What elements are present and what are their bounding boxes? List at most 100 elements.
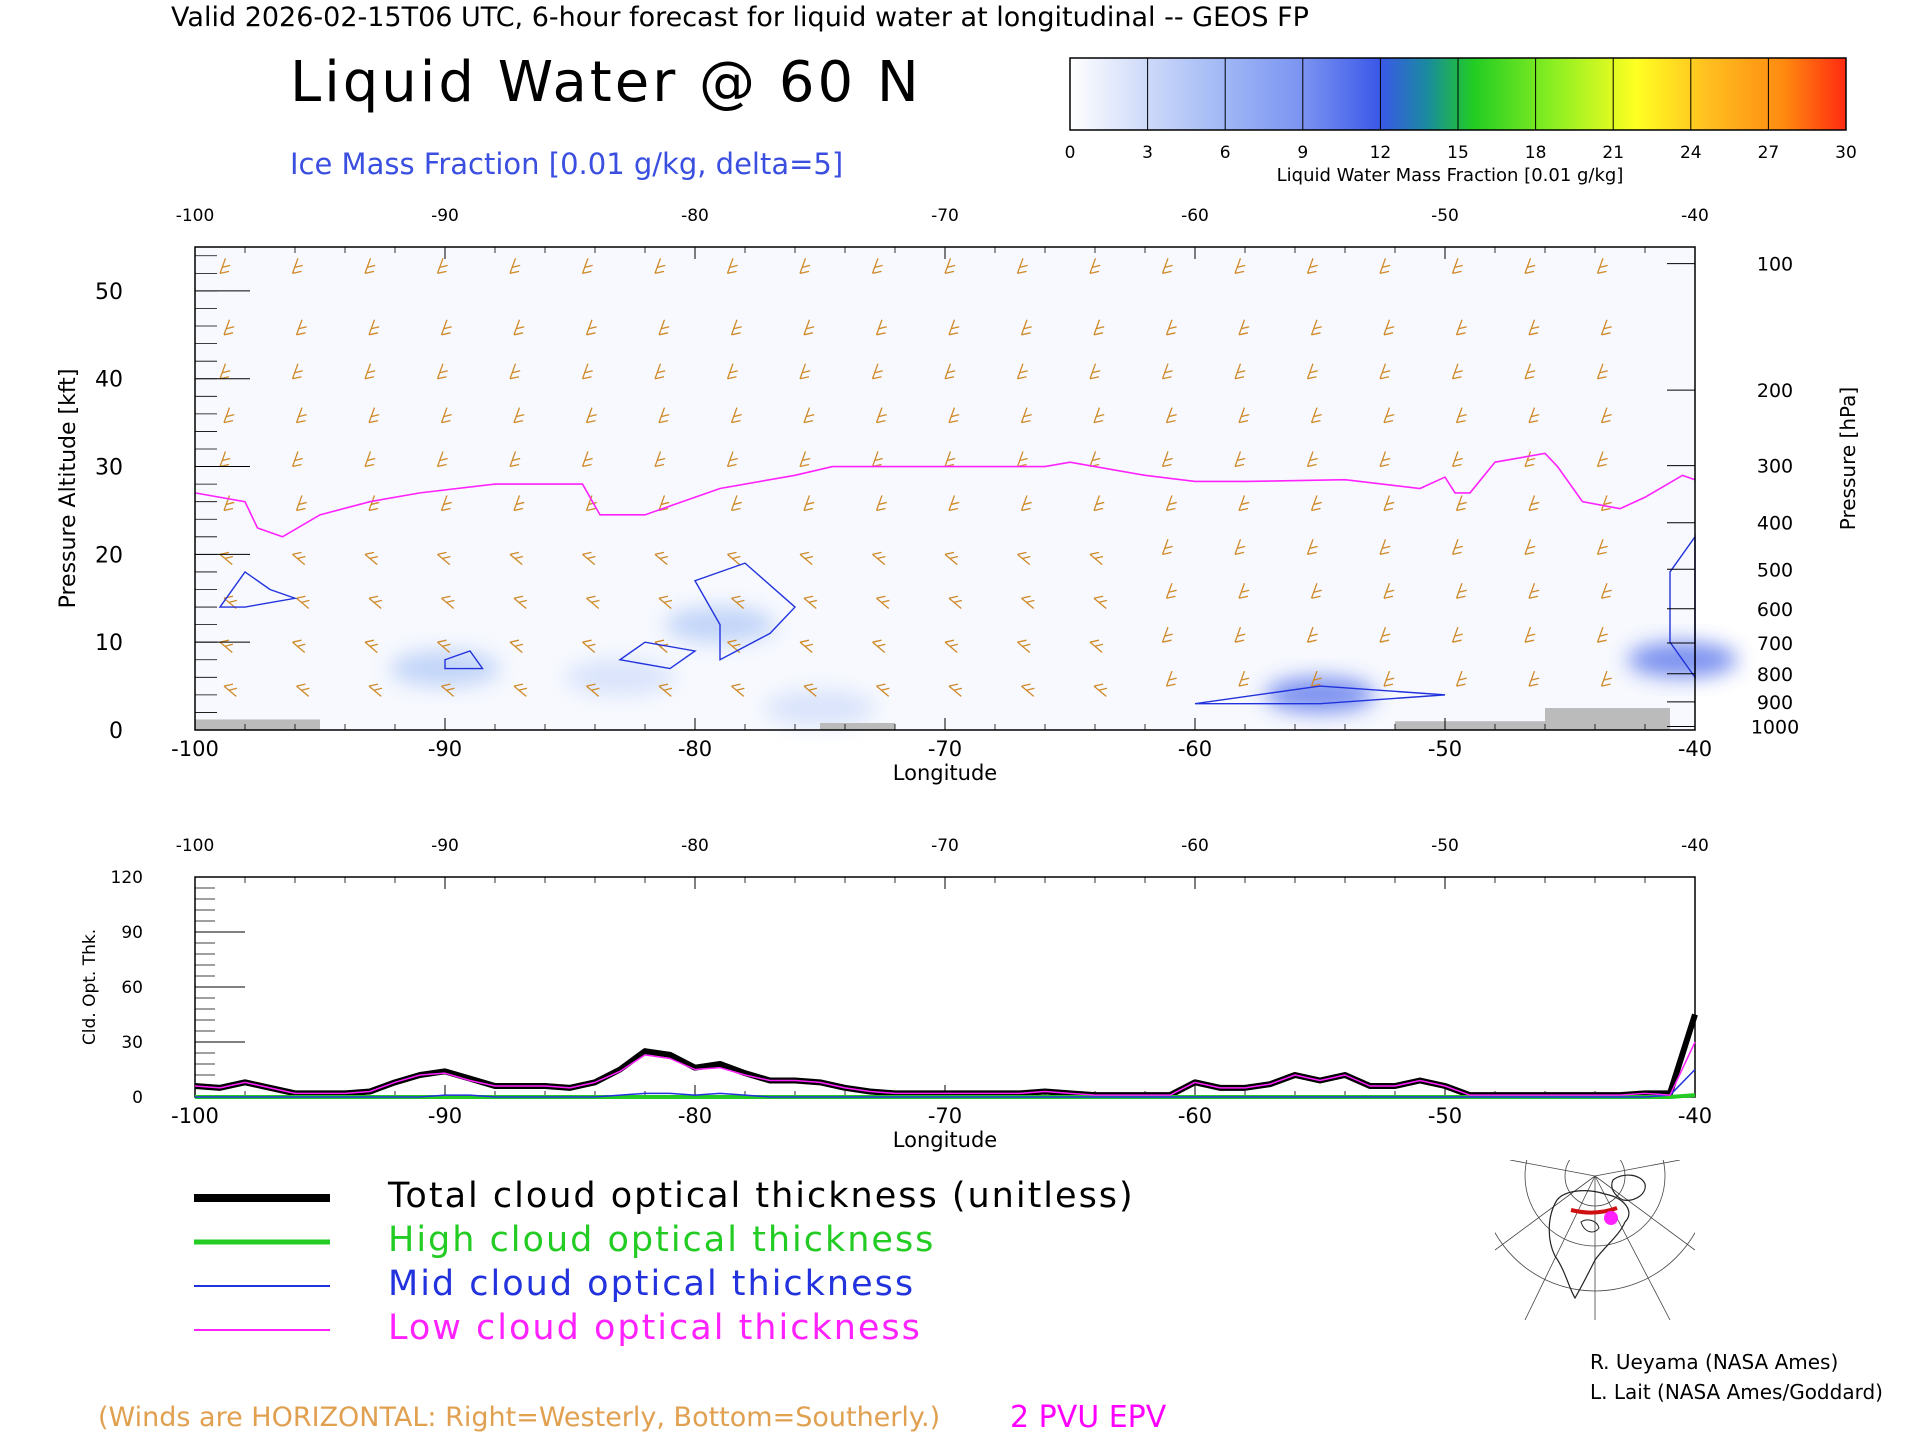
y-tick-label: 120: [111, 868, 143, 888]
wind-barb-icon: [803, 683, 818, 697]
legend-label-low: Low cloud optical thickness: [388, 1308, 922, 1348]
wind-barb-icon: [871, 258, 883, 274]
x-tick-label: -100: [171, 1104, 219, 1128]
x-tick-label-top: -90: [431, 836, 459, 856]
wind-barb-icon: [1238, 319, 1250, 336]
legend-label-mid: Mid cloud optical thickness: [388, 1264, 916, 1304]
wind-barb-icon: [944, 258, 956, 274]
wind-barb-icon: [513, 683, 528, 697]
wind-barb-icon: [1600, 319, 1612, 336]
colorbar-tick-label: 6: [1220, 143, 1231, 163]
wind-barb-icon: [1234, 539, 1246, 555]
wind-barb-icon: [658, 407, 670, 424]
y-tick-label: 30: [121, 1033, 143, 1053]
wind-barb-icon: [1528, 495, 1540, 512]
wind-barb-icon: [291, 258, 303, 274]
wind-barb-icon: [441, 595, 455, 610]
wind-barb-icon: [1596, 363, 1608, 380]
wind-barb-icon: [295, 495, 307, 512]
wind-barb-icon: [440, 319, 452, 336]
wind-barb-icon: [1017, 551, 1031, 566]
wind-barb-icon: [944, 639, 959, 653]
page-title: Liquid Water @ 60 N: [290, 50, 922, 115]
forecast-valid-title: Valid 2026-02-15T06 UTC, 6-hour forecast…: [171, 2, 1309, 33]
x-tick-label-top: -80: [681, 836, 709, 856]
wind-barb-icon: [1093, 495, 1105, 512]
pressure-tick-label: 500: [1757, 559, 1793, 581]
location-dot-icon: [1604, 1211, 1618, 1225]
wind-barb-icon: [1089, 639, 1104, 653]
terrain-block: [1395, 721, 1545, 730]
wind-barb-icon: [1161, 626, 1173, 643]
wind-barb-icon: [1379, 626, 1391, 643]
wind-barb-icon: [581, 363, 593, 380]
wind-barb-icon: [291, 363, 303, 380]
epv-2pvu-line: [194, 452, 1696, 538]
x-tick-label: -60: [1178, 1104, 1212, 1128]
wind-barb-icon: [292, 551, 306, 566]
credit-line-1: R. Ueyama (NASA Ames): [1590, 1350, 1839, 1374]
wind-barb-icon: [1600, 670, 1612, 687]
colorbar-tick-label: 15: [1447, 143, 1469, 163]
wind-barb-icon: [223, 495, 235, 512]
wind-barb-icon: [295, 319, 307, 336]
wind-barb-icon: [1089, 551, 1104, 566]
wind-barb-icon: [296, 595, 310, 610]
wind-barb-icon: [1017, 639, 1031, 653]
wind-barb-icon: [658, 595, 673, 610]
x-tick-label-top: -40: [1681, 836, 1709, 856]
wind-barb-icon: [799, 258, 811, 274]
wind-barb-icon: [1093, 319, 1105, 336]
wind-barb-icon: [509, 639, 524, 653]
wind-barb-icon: [872, 639, 886, 653]
wind-barb-icon: [1596, 539, 1608, 555]
wind-barb-icon: [1451, 451, 1463, 468]
wind-barb-icon: [1234, 626, 1246, 643]
wind-barb-icon: [509, 451, 521, 468]
wind-barb-icon: [1310, 407, 1322, 424]
winds-note: (Winds are HORIZONTAL: Right=Westerly, B…: [98, 1402, 941, 1433]
x-axis-label: Longitude: [893, 761, 997, 785]
series-low-line: [194, 1041, 1696, 1096]
x-tick-label-top: -100: [176, 206, 215, 226]
x-tick-label-top: -70: [931, 836, 959, 856]
wind-barb-icon: [803, 495, 815, 512]
wind-barb-icon: [726, 363, 738, 380]
wind-barb-icon: [1238, 583, 1250, 599]
wind-barb-icon: [730, 495, 742, 512]
x-tick-label-top: -60: [1181, 206, 1209, 226]
wind-barb-icon: [1596, 626, 1608, 643]
y-axis-label: Cld. Opt. Thk.: [80, 929, 100, 1045]
wind-barb-icon: [437, 551, 451, 566]
wind-barb-icon: [1089, 258, 1101, 274]
wind-barb-icon: [1455, 319, 1467, 336]
x-tick-label-top: -80: [681, 206, 709, 226]
colorbar-tick-label: 0: [1065, 143, 1076, 163]
ice-contour: [618, 641, 697, 670]
wind-barb-icon: [1524, 258, 1536, 274]
wind-barb-icon: [437, 639, 451, 653]
terrain-block: [820, 722, 895, 730]
wind-barb-icon: [1306, 451, 1318, 468]
wind-barb-icon: [1020, 319, 1032, 336]
wind-barb-icon: [296, 683, 310, 697]
wind-barb-icon: [291, 451, 303, 468]
wind-barb-icon: [1455, 495, 1467, 512]
x-axis-label: Longitude: [893, 1128, 997, 1152]
wind-barb-icon: [1383, 583, 1395, 599]
x-tick-label: -90: [428, 1104, 462, 1128]
x-tick-label: -40: [1678, 1104, 1712, 1128]
colorbar-tick-label: 27: [1758, 143, 1780, 163]
wind-barb-icon: [1238, 670, 1250, 687]
legend-label-high: High cloud optical thickness: [388, 1220, 936, 1260]
wind-barb-icon: [799, 363, 811, 380]
x-tick-label: -50: [1428, 737, 1462, 761]
wind-barb-icon: [1161, 539, 1173, 555]
wind-barb-icon: [1093, 595, 1108, 610]
wind-barb-icon: [509, 551, 524, 566]
y-tick-label: 10: [95, 631, 123, 656]
pressure-tick-label: 900: [1757, 692, 1793, 714]
y-tick-label: 60: [121, 978, 143, 998]
wind-barb-icon: [1383, 319, 1395, 336]
wind-barb-icon: [509, 258, 521, 274]
